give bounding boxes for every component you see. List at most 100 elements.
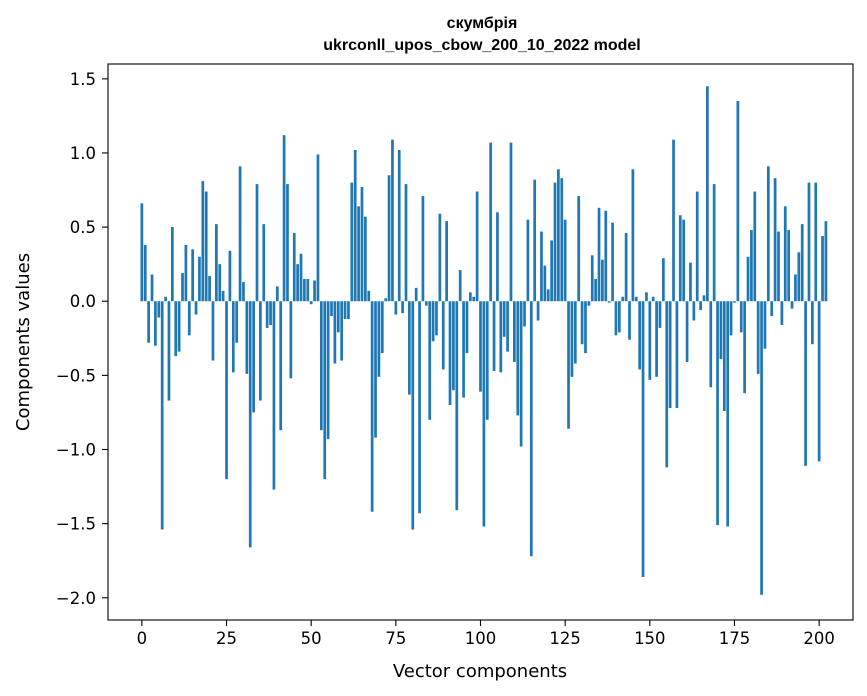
- bar: [468, 292, 472, 302]
- bar: [472, 296, 476, 302]
- bar: [546, 289, 550, 302]
- bar: [218, 264, 222, 302]
- x-tick-label: 125: [549, 629, 581, 648]
- bar: [685, 301, 689, 363]
- bar: [215, 224, 218, 302]
- bar: [753, 191, 757, 302]
- bar: [465, 301, 469, 354]
- bar: [279, 301, 283, 431]
- bar: [584, 301, 587, 354]
- bar: [712, 184, 716, 302]
- bar: [611, 222, 614, 302]
- bar: [726, 301, 730, 527]
- bar: [496, 212, 499, 302]
- bar: [296, 264, 299, 302]
- bar: [662, 258, 665, 302]
- bar: [360, 187, 364, 302]
- bar: [513, 301, 516, 363]
- bar: [438, 213, 442, 302]
- y-tick-label: 0.5: [70, 218, 96, 237]
- bar: [387, 175, 391, 302]
- bar: [777, 231, 780, 302]
- bar: [191, 249, 195, 302]
- bar: [509, 142, 513, 302]
- chart-title-line1: скумбрія: [447, 15, 518, 32]
- bar: [231, 301, 235, 373]
- bar: [391, 139, 394, 302]
- bar: [201, 181, 205, 302]
- bar: [502, 301, 506, 337]
- bar: [326, 301, 330, 440]
- bar: [299, 253, 303, 302]
- bar: [204, 191, 208, 302]
- bar: [624, 233, 628, 302]
- bar: [706, 86, 709, 302]
- x-tick-label: 0: [137, 629, 148, 648]
- bar: [516, 301, 520, 416]
- bar: [807, 182, 811, 302]
- bar: [194, 301, 198, 315]
- bar: [533, 179, 537, 302]
- bar: [638, 301, 642, 370]
- bar: [702, 295, 706, 302]
- bar: [631, 169, 635, 302]
- bar: [506, 301, 509, 352]
- bar: [143, 244, 147, 302]
- x-tick-label: 175: [719, 629, 751, 648]
- bar: [783, 206, 787, 302]
- bar: [282, 135, 286, 302]
- bar: [570, 301, 574, 377]
- bar: [340, 301, 344, 361]
- bar: [245, 301, 249, 374]
- bar: [804, 301, 807, 466]
- bar: [211, 301, 215, 361]
- bar: [607, 301, 611, 303]
- bar: [377, 301, 381, 377]
- bar: [489, 142, 493, 302]
- bar: [275, 286, 279, 302]
- bar: [428, 301, 432, 420]
- bar: [384, 298, 388, 302]
- bar: [181, 273, 184, 302]
- bar: [773, 178, 777, 302]
- bar: [766, 166, 770, 302]
- bar: [729, 301, 733, 336]
- bar: [380, 301, 384, 354]
- bar: [655, 301, 658, 377]
- bar: [543, 265, 547, 302]
- bar: [452, 301, 455, 391]
- x-tick-label: 200: [803, 629, 835, 648]
- bar: [519, 301, 523, 447]
- bar: [370, 301, 374, 512]
- bar: [160, 301, 164, 530]
- bar: [187, 301, 191, 336]
- bar: [573, 301, 577, 364]
- bar: [319, 301, 323, 431]
- bar: [177, 301, 181, 352]
- bar: [170, 227, 174, 302]
- bar: [601, 259, 604, 302]
- bar: [560, 178, 564, 302]
- y-tick-label: −2.0: [56, 589, 96, 608]
- bar: [225, 301, 228, 480]
- x-tick-label: 100: [465, 629, 497, 648]
- bar: [445, 221, 448, 302]
- bar: [418, 301, 421, 514]
- bar: [614, 301, 618, 336]
- bar: [499, 301, 503, 373]
- bar: [394, 301, 398, 315]
- bar: [455, 301, 459, 511]
- bar: [621, 296, 625, 302]
- bar: [577, 195, 581, 302]
- bar: [733, 301, 736, 303]
- x-tick-label: 50: [301, 629, 322, 648]
- bar: [553, 182, 557, 302]
- bar: [722, 301, 726, 411]
- bar: [678, 215, 682, 302]
- bar: [695, 191, 699, 302]
- x-axis-label: Vector components: [393, 661, 567, 682]
- bar: [265, 301, 269, 328]
- bar: [154, 301, 157, 346]
- bar: [563, 219, 567, 302]
- bar: [242, 281, 245, 302]
